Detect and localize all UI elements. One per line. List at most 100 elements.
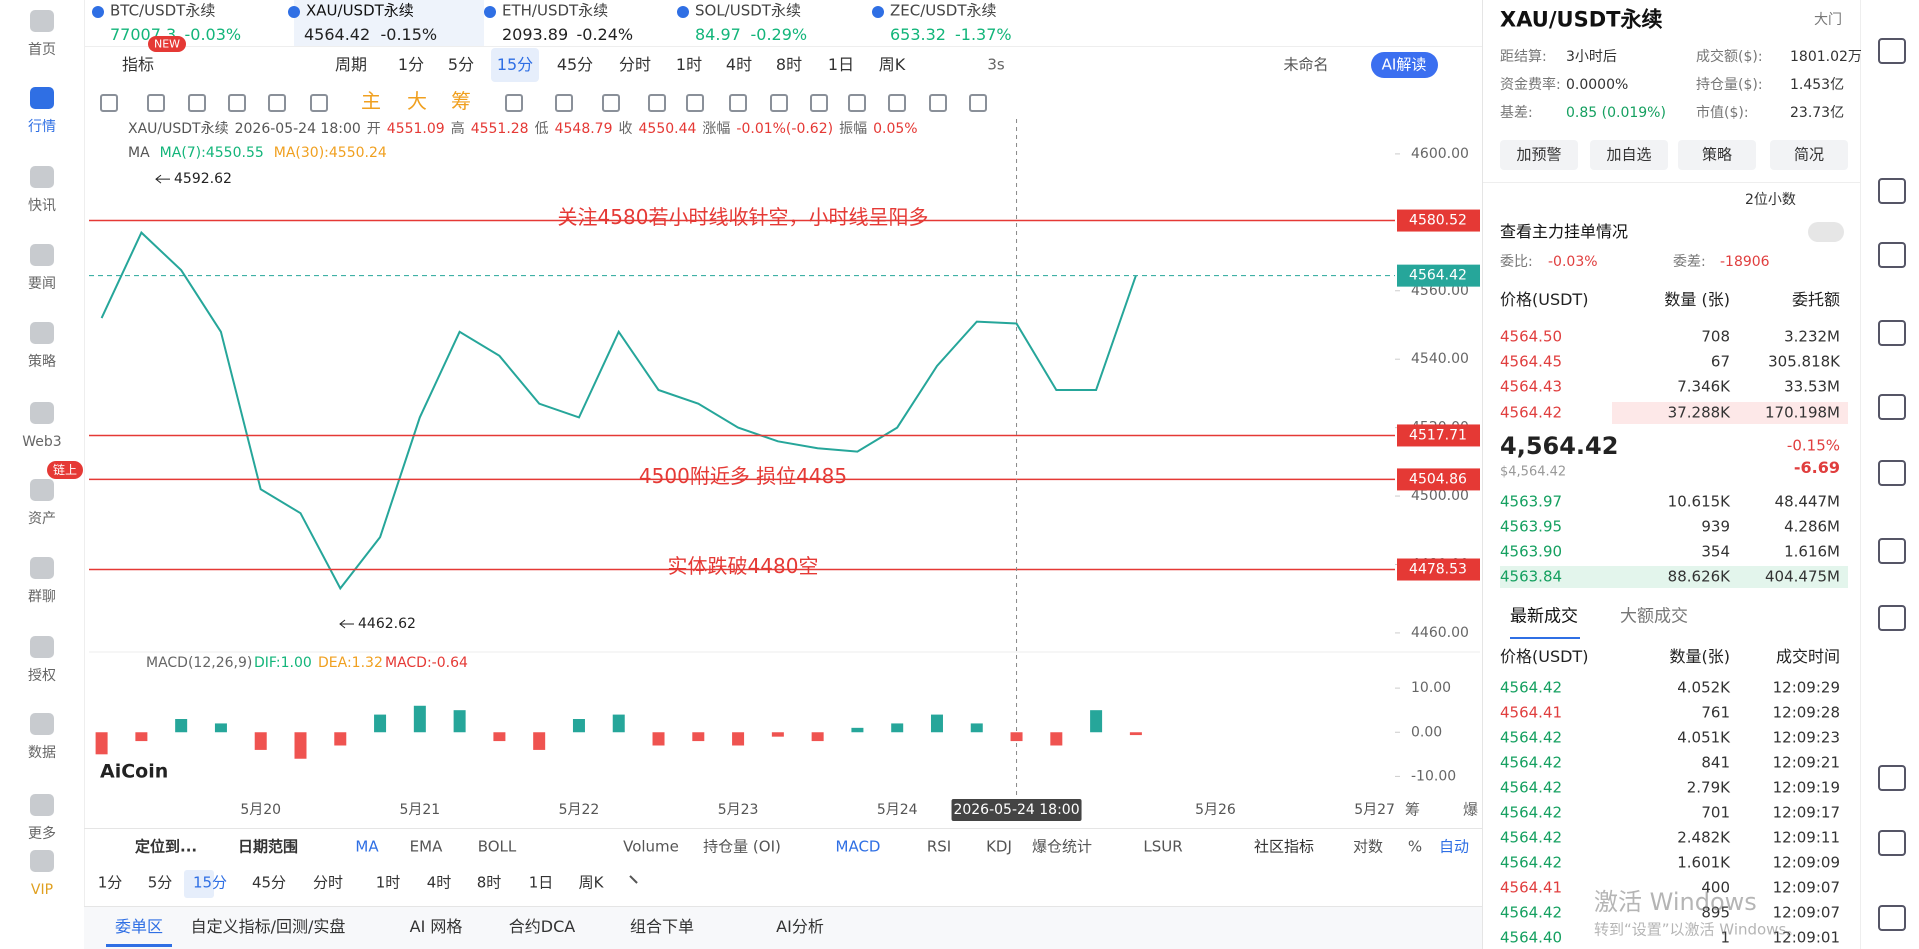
trade-tab[interactable]: 大额成交 bbox=[1620, 606, 1688, 627]
nav-item[interactable]: 快讯 bbox=[28, 198, 56, 214]
tab-name[interactable]: ETH/USDT永续 bbox=[502, 1, 609, 20]
indicator-button[interactable]: 爆仓统计 bbox=[1031, 837, 1093, 856]
community-button[interactable]: 社区指标 bbox=[1253, 837, 1315, 856]
interval-button[interactable]: 分时 bbox=[618, 55, 652, 74]
tool-icon[interactable] bbox=[100, 94, 118, 112]
period-button[interactable]: 周期 bbox=[335, 55, 368, 74]
nav-item[interactable]: Web3 bbox=[22, 434, 62, 450]
nav-icon[interactable] bbox=[30, 166, 54, 188]
tool-icon[interactable] bbox=[268, 94, 286, 112]
whale-link[interactable]: 查看主力挂单情况 bbox=[1500, 222, 1629, 241]
interval-button[interactable]: 5分 bbox=[447, 55, 475, 74]
interval-button[interactable]: 15分 bbox=[192, 873, 228, 892]
log-toggle[interactable]: 对数 bbox=[1352, 837, 1384, 856]
tool-icon[interactable] bbox=[555, 94, 573, 112]
nav-icon[interactable] bbox=[30, 794, 54, 816]
indicator-button[interactable]: RSI bbox=[926, 837, 952, 856]
nav-item[interactable]: 要闻 bbox=[28, 276, 56, 292]
bottom-tab[interactable]: AI分析 bbox=[776, 917, 824, 936]
locate-button[interactable]: 定位到... bbox=[135, 837, 198, 856]
draw-tool[interactable]: 大 bbox=[407, 89, 427, 113]
panel-button[interactable] bbox=[1770, 140, 1848, 170]
tool-icon[interactable] bbox=[848, 94, 866, 112]
tab-name[interactable]: BTC/USDT永续 bbox=[110, 1, 216, 20]
nav-icon[interactable] bbox=[30, 87, 54, 109]
interval-button[interactable]: 1日 bbox=[827, 55, 855, 74]
indicator-button[interactable]: Volume bbox=[623, 837, 679, 856]
date-range-button[interactable]: 日期范围 bbox=[238, 837, 299, 856]
nav-item[interactable]: VIP bbox=[30, 882, 54, 898]
panel-button[interactable] bbox=[1500, 140, 1578, 170]
side-icon[interactable] bbox=[1878, 178, 1906, 204]
bottom-tab[interactable]: 组合下单 bbox=[629, 917, 695, 936]
interval-button[interactable]: 8时 bbox=[775, 55, 803, 74]
interval-button[interactable]: 分时 bbox=[312, 873, 344, 892]
panel-link[interactable]: 大门 bbox=[1814, 12, 1842, 28]
nav-icon[interactable] bbox=[30, 244, 54, 266]
nav-icon[interactable] bbox=[30, 322, 54, 344]
indicator-button[interactable]: LSUR bbox=[1143, 837, 1183, 856]
tool-icon[interactable] bbox=[602, 94, 620, 112]
tool-icon[interactable] bbox=[810, 94, 828, 112]
nav-icon[interactable] bbox=[30, 850, 54, 872]
side-icon[interactable] bbox=[1878, 605, 1906, 631]
panel-button[interactable] bbox=[1590, 140, 1668, 170]
tab-name[interactable]: ZEC/USDT永续 bbox=[890, 1, 997, 20]
nav-icon[interactable] bbox=[30, 636, 54, 658]
interval-button[interactable]: 5分 bbox=[147, 873, 173, 892]
interval-button[interactable]: 8时 bbox=[476, 873, 502, 892]
panel-button[interactable] bbox=[1678, 140, 1756, 170]
side-icon[interactable] bbox=[1878, 905, 1906, 931]
panel-button-text[interactable]: 加预警 bbox=[1516, 145, 1562, 164]
toggle[interactable] bbox=[1808, 222, 1844, 242]
interval-button[interactable]: 1分 bbox=[97, 873, 123, 892]
nav-icon[interactable] bbox=[30, 479, 54, 501]
tool-icon[interactable] bbox=[147, 94, 165, 112]
interval-button[interactable]: 1分 bbox=[397, 55, 425, 74]
side-icon[interactable] bbox=[1878, 538, 1906, 564]
nav-icon[interactable] bbox=[30, 557, 54, 579]
nav-item[interactable]: 首页 bbox=[28, 42, 56, 58]
layout-name[interactable]: 未命名 bbox=[1283, 55, 1329, 74]
nav-item[interactable]: 群聊 bbox=[28, 589, 56, 605]
interval-button[interactable]: 1日 bbox=[528, 873, 554, 892]
auto-toggle[interactable]: 自动 bbox=[1438, 837, 1470, 856]
tool-icon[interactable] bbox=[188, 94, 206, 112]
indicators-button[interactable]: 指标 bbox=[122, 55, 155, 74]
nav-item[interactable]: 数据 bbox=[28, 745, 56, 761]
trade-tab[interactable]: 最新成交 bbox=[1510, 606, 1578, 627]
percent-toggle[interactable]: % bbox=[1407, 837, 1423, 856]
interval-button[interactable]: 1时 bbox=[375, 873, 401, 892]
nav-icon[interactable] bbox=[30, 713, 54, 735]
tool-icon[interactable] bbox=[648, 94, 666, 112]
tool-icon[interactable] bbox=[686, 94, 704, 112]
interval-button[interactable]: 45分 bbox=[251, 873, 287, 892]
indicator-button[interactable]: MA bbox=[355, 837, 379, 856]
nav-item[interactable]: 行情 bbox=[28, 119, 56, 135]
decimals-select[interactable]: 2位小数 bbox=[1745, 192, 1796, 208]
tool-icon[interactable] bbox=[969, 94, 987, 112]
panel-button-text[interactable]: 加自选 bbox=[1606, 145, 1652, 164]
interval-button[interactable]: 4时 bbox=[725, 55, 753, 74]
side-icon[interactable] bbox=[1878, 765, 1906, 791]
tool-icon[interactable] bbox=[729, 94, 747, 112]
interval-button[interactable]: 1时 bbox=[675, 55, 703, 74]
draw-tool[interactable]: 筹 bbox=[451, 89, 471, 113]
interval-button[interactable]: 周K bbox=[878, 55, 906, 74]
tab-name[interactable]: SOL/USDT永续 bbox=[695, 1, 801, 20]
nav-item[interactable]: 更多 bbox=[28, 826, 56, 842]
nav-item[interactable]: 资产 bbox=[28, 511, 56, 527]
refresh[interactable]: 3s bbox=[987, 55, 1005, 74]
nav-icon[interactable] bbox=[30, 402, 54, 424]
indicator-button[interactable]: KDJ bbox=[986, 837, 1012, 856]
indicator-button[interactable]: MACD bbox=[835, 837, 881, 856]
bottom-tab[interactable]: 自定义指标/回测/实盘 bbox=[190, 917, 346, 936]
bottom-tab[interactable]: AI 网格 bbox=[409, 917, 463, 936]
side-icon[interactable] bbox=[1878, 830, 1906, 856]
interval-button[interactable]: 45分 bbox=[556, 55, 594, 74]
side-icon[interactable] bbox=[1878, 38, 1906, 64]
side-icon[interactable] bbox=[1878, 394, 1906, 420]
nav-icon[interactable] bbox=[30, 10, 54, 32]
interval-button[interactable]: 4时 bbox=[426, 873, 452, 892]
bottom-tab[interactable]: 合约DCA bbox=[508, 917, 576, 936]
